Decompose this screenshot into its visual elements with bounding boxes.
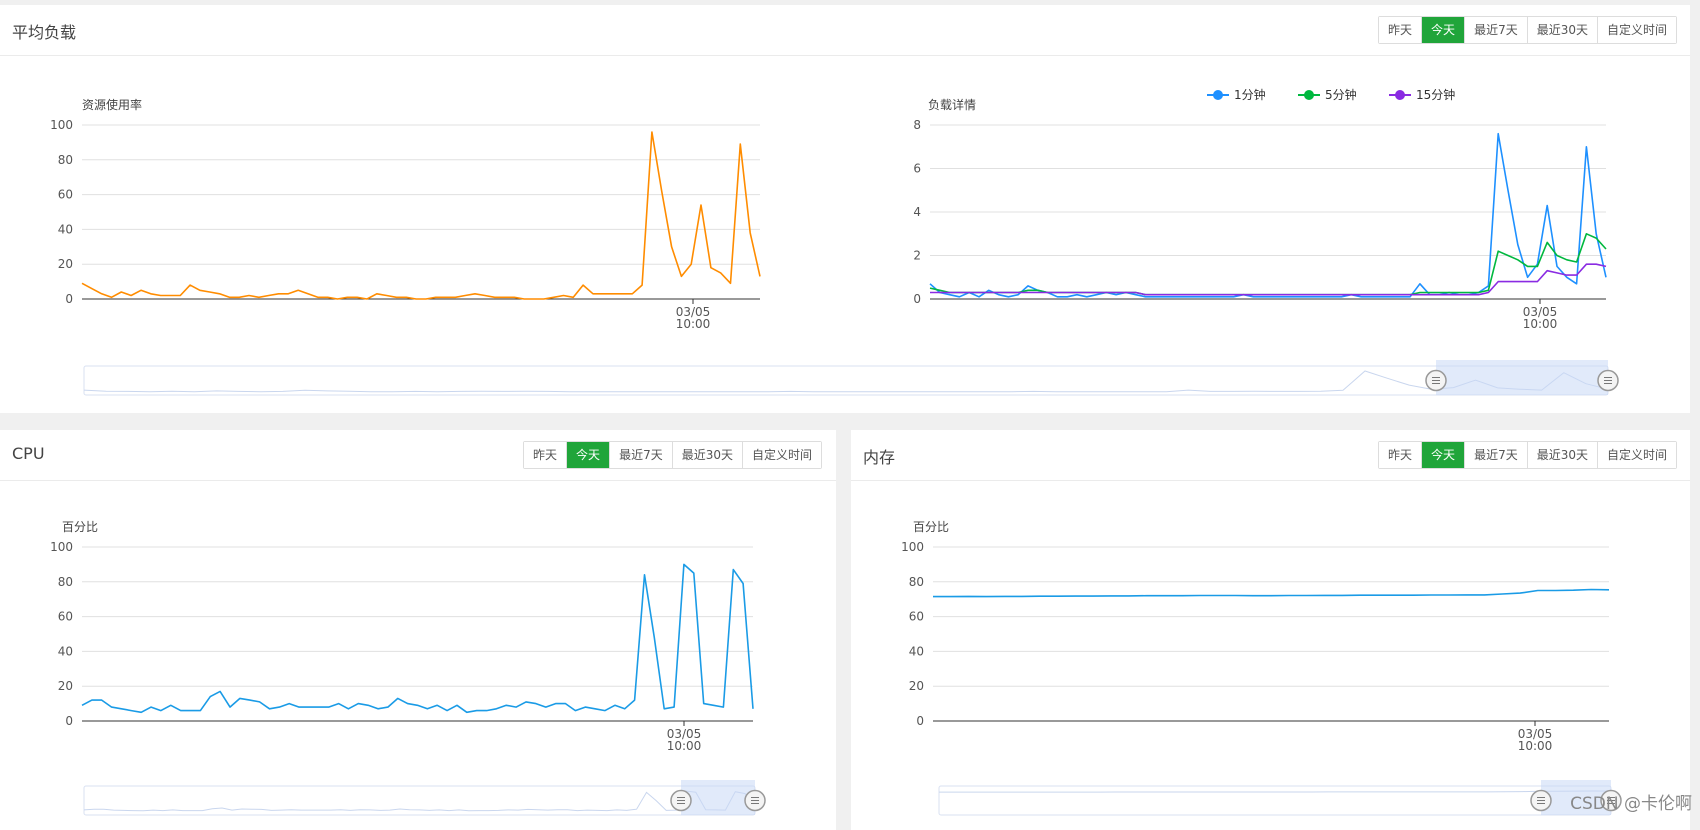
- y-tick-label: 0: [916, 714, 924, 728]
- mem-time-range: 昨天 今天 最近7天 最近30天 自定义时间: [1378, 441, 1677, 469]
- csdn-watermark: CSDN @卡伦啊: [1570, 794, 1692, 814]
- load-btn-custom[interactable]: 自定义时间: [1597, 17, 1676, 43]
- cpu-btn-yesterday[interactable]: 昨天: [524, 442, 568, 468]
- legend-marker: [1213, 90, 1223, 100]
- series-line: [81, 563, 754, 714]
- y-tick-label: 8: [913, 118, 921, 132]
- y-tick-label: 40: [58, 644, 73, 658]
- y-tick-label: 80: [58, 575, 73, 589]
- series-line: [81, 131, 761, 300]
- load-btn-yesterday[interactable]: 昨天: [1379, 17, 1423, 43]
- legend-label: 15分钟: [1416, 87, 1455, 102]
- zoom-selection[interactable]: [681, 780, 755, 815]
- cpu-btn-today[interactable]: 今天: [567, 442, 611, 468]
- y-tick-label: 80: [909, 575, 924, 589]
- zoom-preview: [83, 370, 1609, 393]
- load-panel-header: 平均负载 昨天 今天 最近7天 最近30天 自定义时间: [0, 5, 1690, 56]
- load-detail-legend: 1分钟 5分钟 15分钟: [1207, 87, 1455, 102]
- chart-title: 百分比: [913, 520, 949, 534]
- y-tick-label: 40: [909, 644, 924, 658]
- load-datazoom: [83, 360, 1619, 396]
- legend-label: 1分钟: [1234, 87, 1266, 102]
- mem-panel-header: 内存 昨天 今天 最近7天 最近30天 自定义时间: [851, 430, 1690, 481]
- chart-title: 百分比: [62, 520, 98, 534]
- y-tick-label: 100: [50, 118, 73, 132]
- cpu-panel-header: CPU 昨天 今天 最近7天 最近30天 自定义时间: [0, 430, 836, 481]
- x-tick-label: 10:00: [1518, 739, 1553, 753]
- legend-label: 5分钟: [1325, 87, 1357, 102]
- legend-marker: [1304, 90, 1314, 100]
- mem-btn-yesterday[interactable]: 昨天: [1379, 442, 1423, 468]
- x-tick-label: 10:00: [1523, 317, 1558, 331]
- mem-panel-title: 内存: [863, 448, 896, 467]
- cpu-panel: CPU 昨天 今天 最近7天 最近30天 自定义时间 百分比 0 20 40 60 80 1…: [0, 430, 836, 830]
- x-tick-label: 03/05: [667, 727, 702, 741]
- cpu-datazoom: [83, 780, 766, 816]
- x-tick-label: 10:00: [676, 317, 711, 331]
- y-tick-label: 20: [58, 257, 73, 271]
- y-tick-label: 0: [65, 714, 73, 728]
- y-tick-label: 40: [58, 222, 73, 236]
- y-tick-label: 100: [901, 540, 924, 554]
- mem-btn-30days[interactable]: 最近30天: [1527, 442, 1598, 468]
- series-line-3: [930, 263, 1607, 296]
- load-btn-30days[interactable]: 最近30天: [1527, 17, 1598, 43]
- mem-datazoom: [938, 780, 1622, 816]
- y-tick-label: 0: [65, 292, 73, 306]
- load-btn-today[interactable]: 今天: [1422, 17, 1466, 43]
- chart-title: 资源使用率: [82, 97, 142, 112]
- y-tick-label: 2: [913, 249, 921, 263]
- zoom-preview: [83, 790, 756, 812]
- y-tick-label: 4: [913, 205, 921, 219]
- zoom-track[interactable]: [938, 785, 1612, 816]
- zoom-preview: [939, 790, 1612, 793]
- load-btn-7days[interactable]: 最近7天: [1465, 17, 1528, 43]
- load-panel-title: 平均负载: [12, 23, 77, 42]
- cpu-time-range: 昨天 今天 最近7天 最近30天 自定义时间: [523, 441, 822, 469]
- load-panel: 平均负载 昨天 今天 最近7天 最近30天 自定义时间 资源使用率 0 20 40 60…: [0, 5, 1690, 413]
- load-time-range: 昨天 今天 最近7天 最近30天 自定义时间: [1378, 16, 1677, 44]
- x-tick-label: 03/05: [1523, 305, 1558, 319]
- mem-panel: 内存 昨天 今天 最近7天 最近30天 自定义时间 百分比 0 20 40 60 80 10…: [851, 430, 1690, 830]
- y-tick-label: 80: [58, 153, 73, 167]
- zoom-selection[interactable]: [1541, 780, 1611, 815]
- series-line-2: [929, 233, 1607, 296]
- y-tick-label: 0: [913, 292, 921, 306]
- y-tick-label: 20: [909, 679, 924, 693]
- series-line-1: [929, 132, 1607, 298]
- mem-btn-7days[interactable]: 最近7天: [1465, 442, 1528, 468]
- mem-btn-custom[interactable]: 自定义时间: [1597, 442, 1676, 468]
- y-tick-label: 60: [909, 610, 924, 624]
- y-tick-label: 20: [58, 679, 73, 693]
- cpu-btn-custom[interactable]: 自定义时间: [742, 442, 821, 468]
- x-tick-label: 03/05: [1518, 727, 1553, 741]
- mem-btn-today[interactable]: 今天: [1422, 442, 1466, 468]
- cpu-btn-30days[interactable]: 最近30天: [672, 442, 743, 468]
- y-tick-label: 60: [58, 188, 73, 202]
- y-tick-label: 6: [913, 162, 921, 176]
- cpu-btn-7days[interactable]: 最近7天: [610, 442, 673, 468]
- legend-marker: [1395, 90, 1405, 100]
- y-tick-label: 60: [58, 610, 73, 624]
- y-tick-label: 100: [50, 540, 73, 554]
- series-line: [933, 588, 1610, 598]
- x-tick-label: 10:00: [667, 739, 702, 753]
- chart-title: 负载详情: [928, 97, 976, 112]
- zoom-selection[interactable]: [1436, 360, 1608, 395]
- x-tick-label: 03/05: [676, 305, 711, 319]
- cpu-panel-title: CPU: [12, 444, 45, 463]
